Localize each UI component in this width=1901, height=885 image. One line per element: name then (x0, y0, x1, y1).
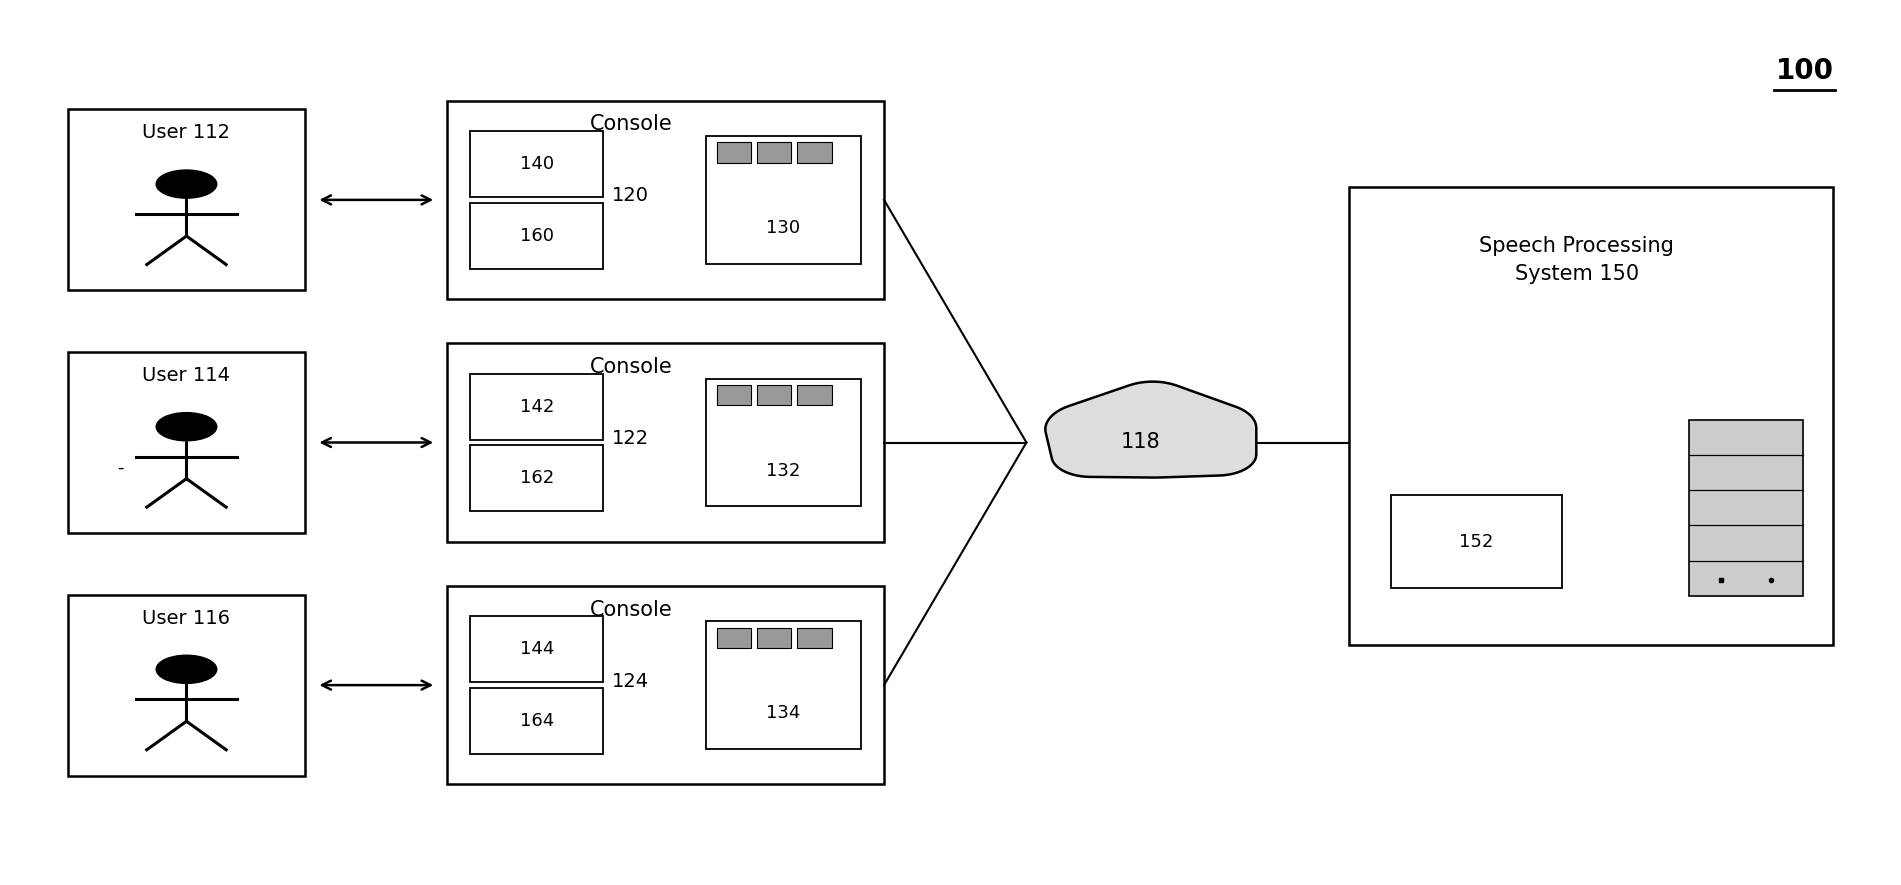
Bar (68, 595, 304, 775)
Bar (1690, 419, 1802, 596)
Text: 144: 144 (519, 641, 553, 658)
Bar (470, 373, 603, 440)
Bar (717, 627, 751, 648)
Text: 120: 120 (612, 187, 650, 205)
Bar (757, 142, 791, 163)
Text: 134: 134 (766, 704, 800, 722)
Text: 118: 118 (1120, 433, 1160, 452)
Bar (470, 203, 603, 269)
Bar (797, 142, 833, 163)
Text: User 114: User 114 (143, 366, 230, 385)
Bar (705, 621, 861, 749)
Bar (797, 627, 833, 648)
Text: User 116: User 116 (143, 609, 230, 627)
Bar (68, 352, 304, 533)
Bar (705, 136, 861, 264)
Text: 140: 140 (519, 155, 553, 173)
Circle shape (156, 655, 217, 683)
Bar (797, 385, 833, 405)
Text: 130: 130 (766, 219, 800, 237)
Bar (447, 343, 884, 542)
Bar (1350, 187, 1833, 645)
Bar (470, 445, 603, 512)
Bar (757, 627, 791, 648)
Bar (717, 142, 751, 163)
Bar (717, 385, 751, 405)
Text: 160: 160 (519, 227, 553, 244)
Text: 100: 100 (1776, 58, 1834, 85)
Bar (68, 110, 304, 290)
Text: Console: Console (589, 600, 673, 620)
Text: 132: 132 (766, 462, 800, 480)
Bar (1392, 496, 1563, 588)
Text: 162: 162 (519, 469, 553, 488)
Bar (447, 101, 884, 299)
Text: 122: 122 (612, 429, 650, 448)
Circle shape (156, 170, 217, 198)
Polygon shape (1046, 381, 1257, 478)
Bar (470, 616, 603, 682)
Text: Console: Console (589, 357, 673, 377)
Text: 164: 164 (519, 712, 553, 730)
Bar (705, 379, 861, 506)
Text: 152: 152 (1460, 533, 1494, 550)
Text: Console: Console (589, 114, 673, 135)
Bar (757, 385, 791, 405)
Text: User 112: User 112 (143, 124, 230, 142)
Text: -: - (116, 458, 124, 477)
Text: Speech Processing
System 150: Speech Processing System 150 (1479, 236, 1675, 284)
Text: 124: 124 (612, 672, 650, 690)
Bar (447, 586, 884, 784)
Circle shape (156, 412, 217, 441)
Text: 142: 142 (519, 397, 553, 416)
Bar (470, 131, 603, 197)
Bar (470, 688, 603, 754)
